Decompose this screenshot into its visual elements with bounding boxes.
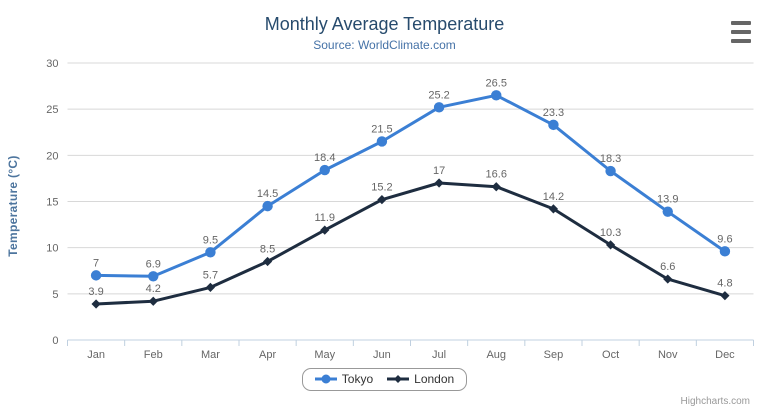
circle-marker-icon <box>314 374 337 384</box>
data-label: 14.5 <box>257 188 278 200</box>
y-axis-label: 0 <box>52 335 58 347</box>
legend-box: Tokyo London <box>301 368 468 391</box>
y-axis-label: 5 <box>52 289 58 301</box>
marker-tokyo <box>433 102 445 113</box>
marker-london <box>720 291 730 301</box>
x-axis-label: Sep <box>544 349 564 361</box>
marker-tokyo <box>719 246 731 257</box>
chart-subtitle: Source: WorldClimate.com <box>313 38 456 52</box>
marker-tokyo <box>376 136 388 147</box>
data-label: 21.5 <box>371 123 392 135</box>
legend-label: London <box>414 372 455 386</box>
x-axis-label: May <box>314 349 335 361</box>
x-axis-label: Nov <box>658 349 678 361</box>
export-menu-button[interactable] <box>731 21 751 43</box>
legend-item-tokyo[interactable]: Tokyo <box>314 372 374 386</box>
data-label: 26.5 <box>486 77 507 89</box>
x-axis-label: Jan <box>87 349 105 361</box>
data-label: 7 <box>93 257 99 269</box>
marker-london <box>377 195 387 205</box>
hamburger-icon <box>731 30 751 34</box>
data-label: 5.7 <box>203 269 218 281</box>
data-label: 16.6 <box>486 169 507 181</box>
x-axis-label: Dec <box>715 349 735 361</box>
marker-london <box>320 225 330 235</box>
x-axis-label: Jul <box>432 349 446 361</box>
marker-tokyo <box>548 119 559 131</box>
hamburger-icon <box>731 21 751 25</box>
data-label: 6.9 <box>146 258 161 270</box>
series-line-london <box>94 181 727 306</box>
data-label: 4.2 <box>146 283 161 295</box>
hamburger-icon <box>731 39 751 43</box>
marker-tokyo <box>662 206 673 217</box>
marker-london <box>663 274 673 284</box>
marker-london <box>434 178 444 188</box>
data-label: 9.6 <box>717 233 732 245</box>
data-label: 25.2 <box>428 89 449 101</box>
y-axis-label: 25 <box>46 104 58 116</box>
data-label: 4.8 <box>717 278 732 290</box>
data-label: 6.6 <box>660 261 675 273</box>
chart-title: Monthly Average Temperature <box>264 14 505 34</box>
x-axis-label: Apr <box>259 349 276 361</box>
marker-london <box>91 299 101 309</box>
marker-london <box>605 240 616 250</box>
data-label: 18.3 <box>600 153 621 165</box>
marker-tokyo <box>205 247 216 258</box>
data-label: 23.3 <box>543 107 564 119</box>
diamond-marker-icon <box>387 375 410 383</box>
x-axis-label: Mar <box>201 349 220 361</box>
y-axis-label: 10 <box>46 243 58 255</box>
credits-link[interactable]: Highcharts.com <box>680 396 750 407</box>
x-axis-label: Jun <box>373 349 391 361</box>
data-label: 17 <box>433 165 445 177</box>
data-label: 18.4 <box>314 152 335 164</box>
y-axis-label: 30 <box>46 58 58 70</box>
marker-london <box>548 204 559 214</box>
x-axis-label: Feb <box>144 349 163 361</box>
marker-london <box>205 282 216 292</box>
marker-tokyo <box>90 270 102 281</box>
marker-london <box>148 296 158 306</box>
data-label: 8.5 <box>260 244 275 256</box>
series-line-tokyo <box>94 93 727 278</box>
marker-london <box>262 256 273 267</box>
marker-london <box>491 182 501 192</box>
x-axis-label: Aug <box>486 349 506 361</box>
marker-tokyo <box>605 165 616 177</box>
data-label: 11.9 <box>314 212 335 224</box>
legend: Tokyo London <box>0 368 769 391</box>
data-label: 10.3 <box>600 227 621 239</box>
marker-tokyo <box>319 164 330 176</box>
x-axis-label: Oct <box>602 349 619 361</box>
legend-item-london[interactable]: London <box>387 372 454 386</box>
y-axis-label: 20 <box>46 150 58 162</box>
data-label: 9.5 <box>203 234 218 246</box>
data-label: 15.2 <box>371 182 392 194</box>
data-label: 13.9 <box>657 194 678 206</box>
marker-tokyo <box>262 200 273 212</box>
data-label: 3.9 <box>88 286 103 298</box>
data-label: 14.2 <box>543 191 564 203</box>
y-axis-label: 15 <box>46 197 58 209</box>
legend-label: Tokyo <box>341 372 374 386</box>
marker-tokyo <box>491 90 502 101</box>
marker-tokyo <box>148 271 159 282</box>
